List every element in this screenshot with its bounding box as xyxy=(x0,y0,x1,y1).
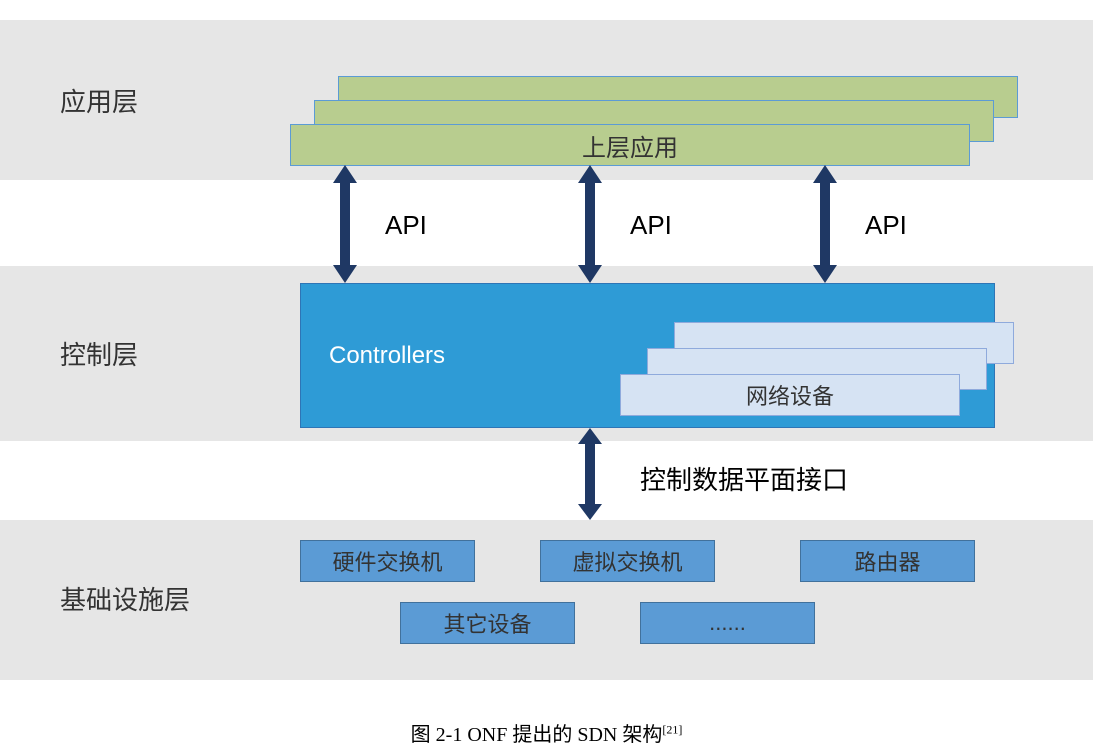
infra-layer-label: 基础设施层 xyxy=(60,580,190,617)
caption-prefix: 图 2-1 ONF 提出的 SDN 架构 xyxy=(411,724,663,746)
api-arrow-3 xyxy=(813,165,837,283)
controllers-label: Controllers xyxy=(329,342,445,370)
caption-ref: [21] xyxy=(662,722,682,736)
api-arrow-2 xyxy=(578,165,602,283)
infra-label-virt-switch: 虚拟交换机 xyxy=(572,545,682,577)
infra-label-router: 路由器 xyxy=(854,545,920,577)
infra-label-ellipsis: ...... xyxy=(709,610,746,636)
ctrl-data-iface-arrow xyxy=(578,428,602,520)
infra-box-virt-switch: 虚拟交换机 xyxy=(540,540,715,582)
ctrl-data-iface-label: 控制数据平面接口 xyxy=(640,460,848,497)
infra-box-ellipsis: ...... xyxy=(640,602,815,644)
api-label-1: API xyxy=(385,210,427,241)
infra-box-router: 路由器 xyxy=(800,540,975,582)
infra-label-hw-switch: 硬件交换机 xyxy=(332,545,442,577)
api-label-3: API xyxy=(865,210,907,241)
app-stack-label: 上层应用 xyxy=(582,128,678,163)
api-label-2: API xyxy=(630,210,672,241)
infra-box-hw-switch: 硬件交换机 xyxy=(300,540,475,582)
infra-label-other: 其它设备 xyxy=(443,607,531,639)
ctrl-sub-label: 网络设备 xyxy=(746,379,834,411)
infra-box-other: 其它设备 xyxy=(400,602,575,644)
app-stack-box-front: 上层应用 xyxy=(290,124,970,166)
api-arrow-1 xyxy=(333,165,357,283)
control-layer-label: 控制层 xyxy=(60,335,138,372)
app-layer-label: 应用层 xyxy=(60,82,138,119)
ctrl-sub-box-front: 网络设备 xyxy=(620,374,960,416)
figure-caption: 图 2-1 ONF 提出的 SDN 架构[21] xyxy=(0,718,1093,747)
